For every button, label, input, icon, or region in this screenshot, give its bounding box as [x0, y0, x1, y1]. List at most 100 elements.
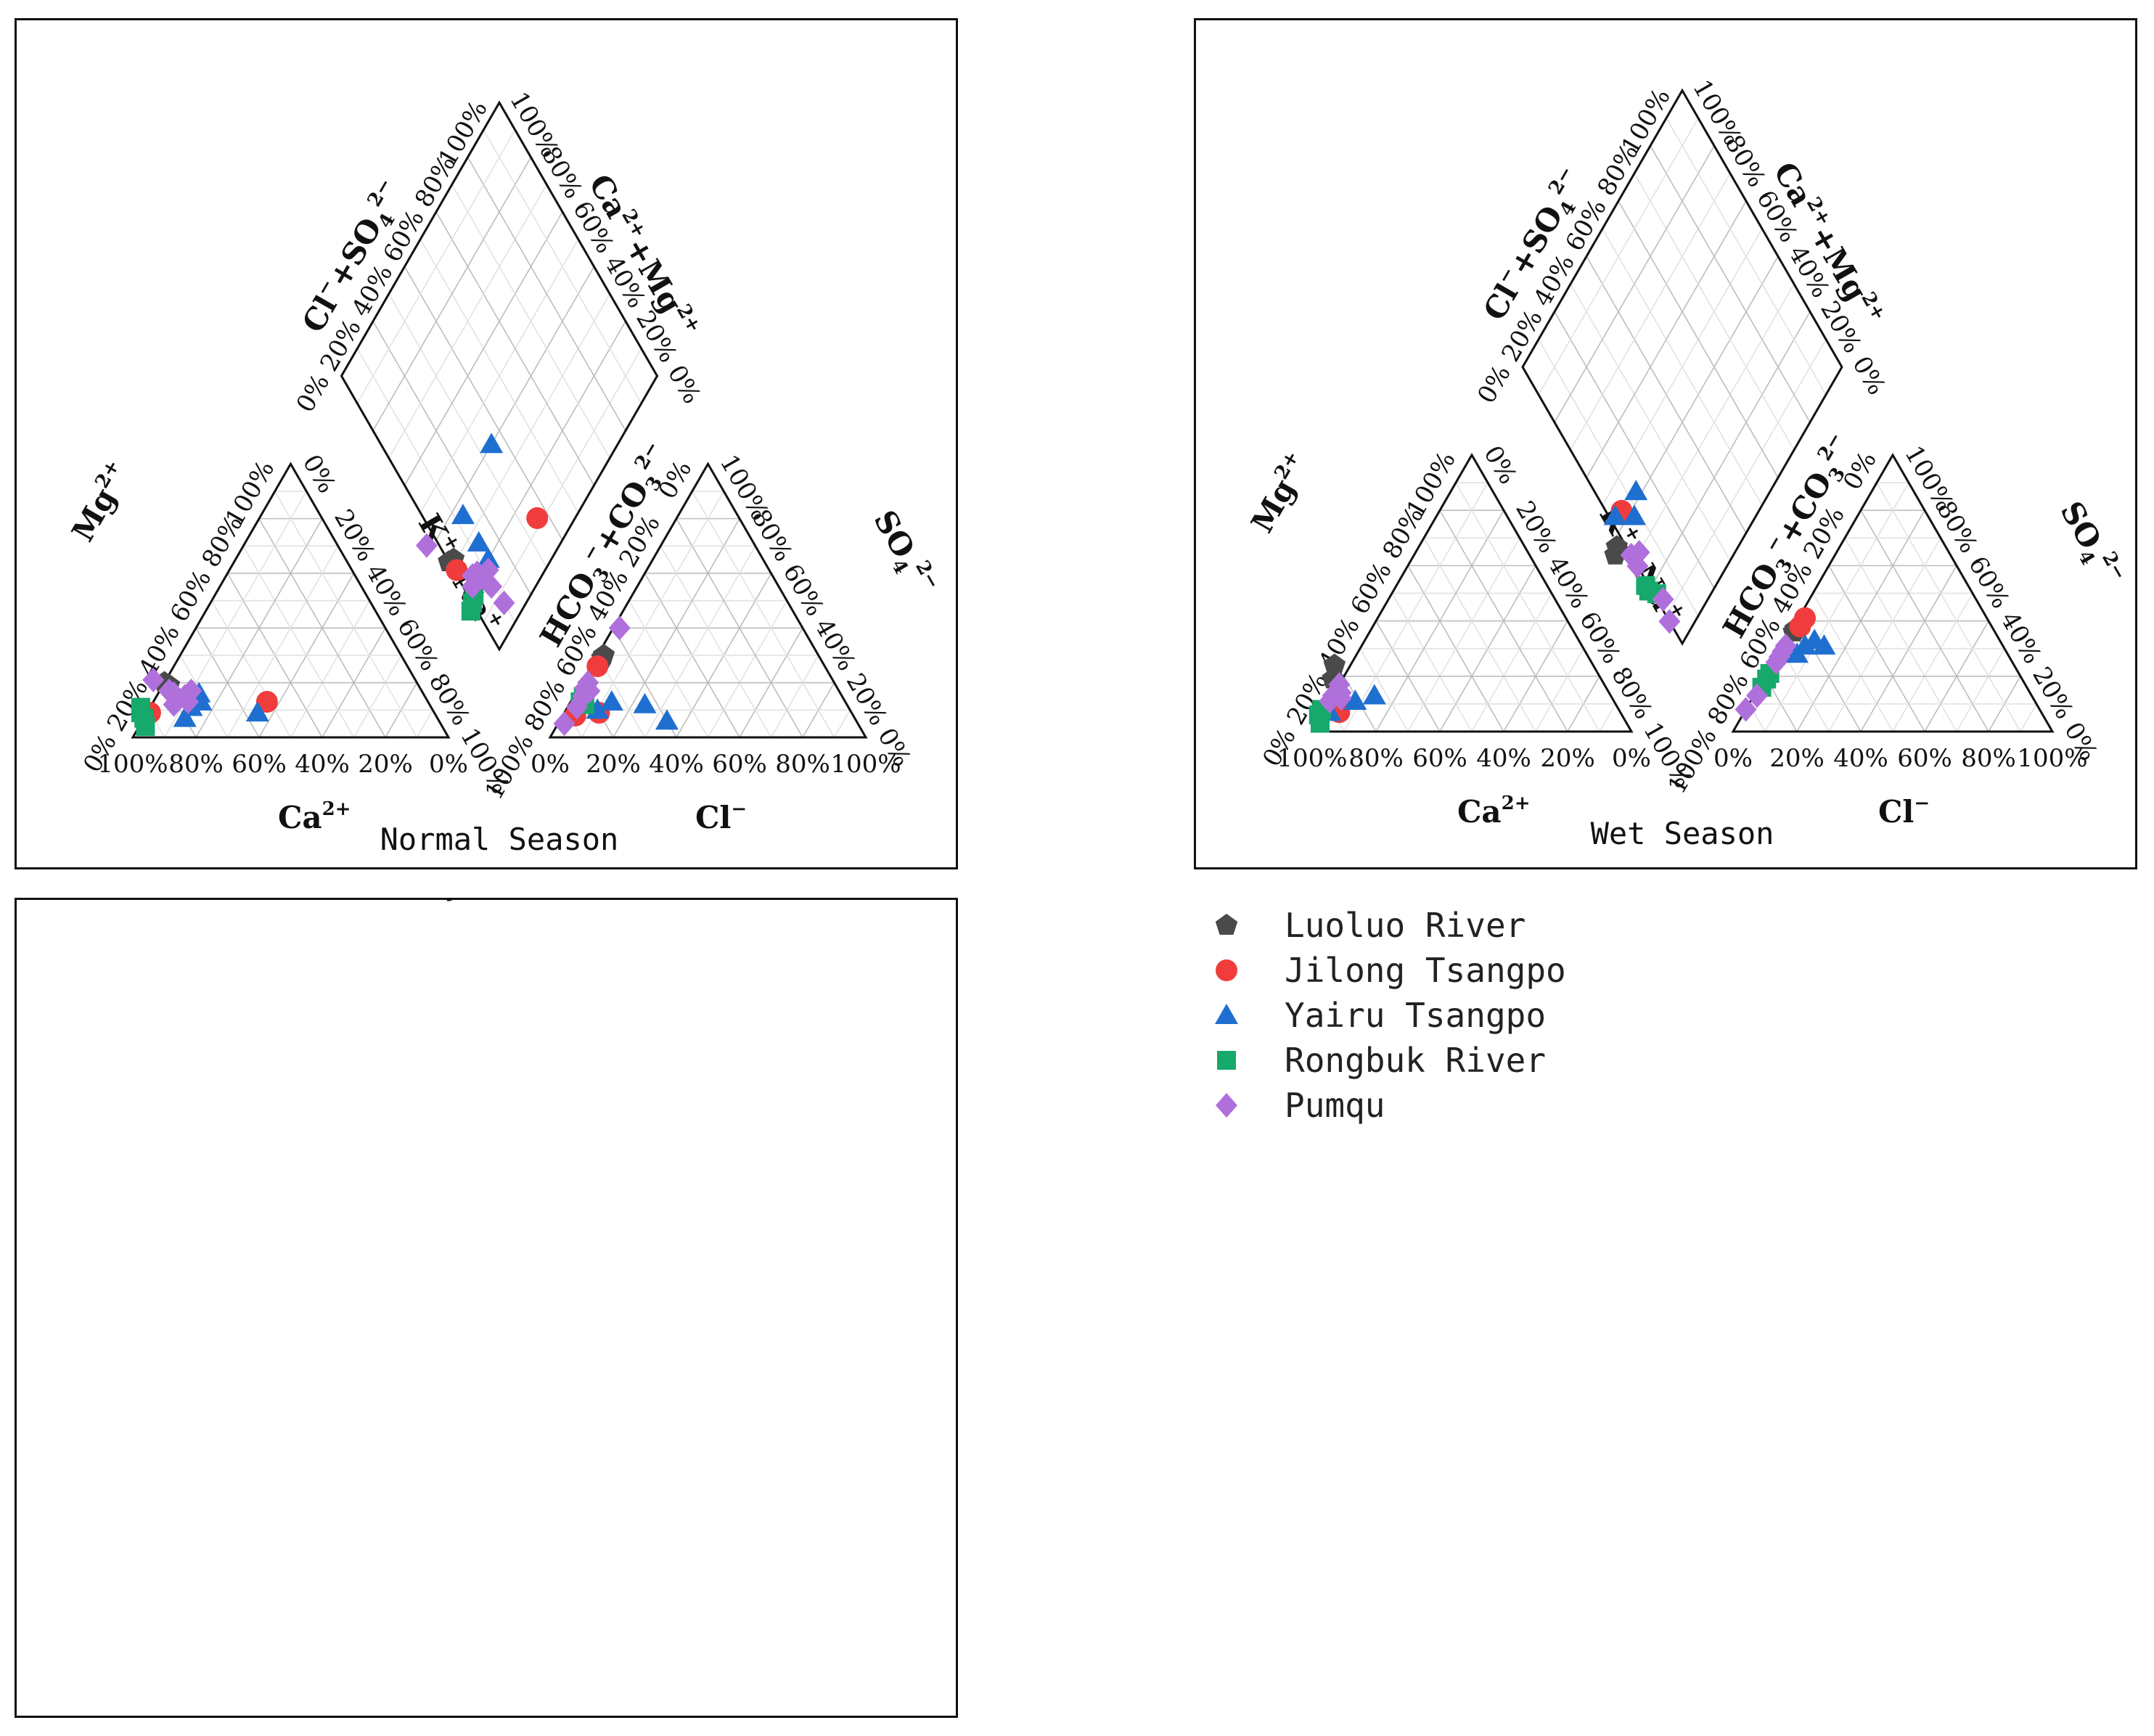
data-point [415, 533, 438, 558]
grid-line [1343, 482, 1488, 732]
tick-label: 80% [423, 668, 475, 730]
tick-label: 40% [1476, 744, 1531, 773]
grid-line [404, 211, 563, 486]
grid-line [1796, 509, 1925, 732]
data-point [655, 709, 679, 730]
grid-line [416, 709, 433, 738]
circle-icon [1216, 959, 1237, 981]
tick-label: 0% [531, 750, 570, 779]
grid-line [1892, 593, 1973, 732]
axis-title-mg: Mg2+ [1242, 447, 1316, 539]
tick-label: 80% [1605, 662, 1658, 724]
grid-line [1844, 537, 1957, 732]
data-point [1735, 697, 1757, 722]
tick-label: 100% [830, 750, 901, 779]
cation-triangle [1310, 452, 1634, 733]
grid-line [1828, 537, 1941, 732]
tick-label: 0% [1472, 360, 1517, 409]
tick-label: 40% [1833, 744, 1888, 773]
grid-line [1455, 482, 1600, 732]
tick-label: 20% [328, 504, 380, 566]
data-point [173, 706, 197, 727]
data-point [1603, 504, 1627, 525]
axis-titles: Mg2+Ca2+K++Na+HCO3−+CO32−SO42−Cl−Cl−+SO4… [65, 168, 944, 835]
plot-area: 100%0%0%0%100%100%0%100%80%20%20%20%80%8… [65, 87, 944, 857]
grid-line [1423, 537, 1536, 732]
grid-line [1471, 593, 1552, 732]
season-title: Dry Season [408, 900, 591, 902]
grid-line [1439, 509, 1568, 732]
tick-label: 40% [360, 559, 412, 621]
tick-label: 0% [1478, 441, 1523, 489]
grid-line [1375, 509, 1504, 732]
grid-line [353, 655, 402, 738]
grid-line [707, 600, 787, 738]
tick-label: 40% [1541, 552, 1594, 613]
grid-line [770, 655, 819, 738]
tick-label: 80% [1719, 130, 1771, 192]
tick-label: 60% [1412, 744, 1467, 773]
grid-line [195, 518, 323, 738]
piper-normal: 100% 0%0%0%100%100%0%100%80% 20%20%20%80%8… [65, 87, 944, 857]
tick-label: 80% [168, 750, 224, 779]
data-point [1765, 650, 1788, 675]
axis-title-cl: Cl− [1878, 793, 1930, 830]
data-point [1652, 586, 1674, 612]
tick-label: 0% [1713, 744, 1753, 773]
grid-line [274, 491, 418, 738]
piper-dry: 100%0%0%0%100%100%0%100%80%20%20%20%80%8… [408, 900, 591, 902]
grid-line [1535, 648, 1584, 732]
data-point [553, 711, 576, 737]
tick-label: 100% [2017, 744, 2087, 773]
tick-label: 100% [1616, 83, 1676, 159]
tick-label: 100% [220, 456, 280, 531]
legend-item: Rongbuk River [1217, 1041, 1546, 1080]
data-point [1322, 683, 1344, 708]
axis-title-cl: Cl− [695, 798, 747, 835]
grid-line [290, 600, 370, 738]
data-point [599, 690, 623, 711]
data-point [1623, 504, 1646, 525]
grid-line [1956, 648, 2005, 732]
data-points [1309, 480, 1836, 733]
panel-dry-season: 100%0%0%0%100%100%0%100%80%20%20%20%80%8… [15, 898, 958, 1718]
data-point [1812, 634, 1836, 655]
data-point [480, 433, 504, 454]
grid-line [1812, 593, 1893, 732]
grid-line [211, 600, 292, 738]
panel-normal-season: 100% 0% 0% 0% 100% 100% 0% 100% 80% 20% 20% 20% 80% 8… [15, 18, 958, 869]
data-point [245, 701, 269, 722]
data-point [1605, 535, 1629, 557]
tick-label: 40% [1994, 607, 2047, 668]
grid-line [2020, 703, 2037, 732]
diamond-icon [1216, 1093, 1237, 1118]
tick-label: 20% [586, 750, 641, 779]
grid-line [676, 518, 803, 738]
legend-label: Luoluo River [1285, 906, 1526, 945]
grid-line [451, 184, 610, 459]
grid-line [1764, 482, 1909, 732]
data-point [476, 547, 500, 568]
plot-area: 100%0%0%0%100%100%0%100%80%20%20%20%80%8… [1242, 75, 2131, 851]
diamond [1521, 88, 1843, 646]
grid-line [1599, 703, 1616, 732]
data-point [1789, 615, 1811, 638]
tick-label: 60% [777, 559, 830, 621]
tick-label: 80% [1930, 496, 1983, 558]
legend-label: Pumqu [1285, 1086, 1385, 1125]
data-point [1624, 480, 1648, 501]
data-points [131, 433, 679, 737]
grid-line [1602, 228, 1763, 506]
grid-line [356, 129, 516, 404]
legend-label: Yairu Tsangpo [1285, 996, 1546, 1035]
data-point [131, 697, 150, 717]
data-point [1774, 633, 1797, 658]
data-point [1362, 684, 1386, 705]
tick-label: 60% [1897, 744, 1952, 773]
data-point [469, 565, 491, 591]
data-point [163, 692, 185, 717]
data-point [1323, 653, 1346, 675]
tick-label: 60% [712, 750, 767, 779]
data-point [142, 667, 165, 692]
gridlines [148, 129, 851, 738]
